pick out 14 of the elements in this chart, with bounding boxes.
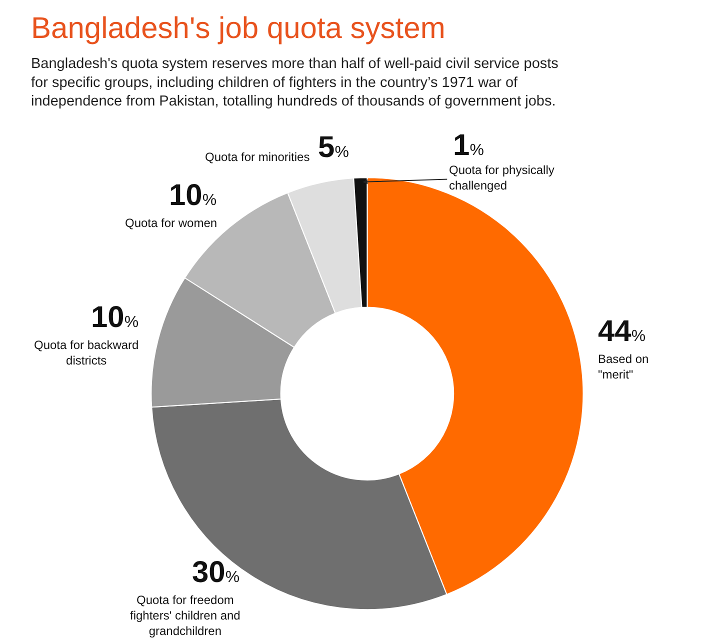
slice-label: Quota for backward districts: [34, 338, 139, 368]
data-label: 1%: [453, 129, 484, 162]
data-label: 44%: [598, 315, 646, 348]
slice-label: Quota for freedom fighters' children and grandchildren: [130, 593, 240, 638]
data-label: 10%: [169, 179, 217, 212]
slice-label: Quota for women: [125, 216, 218, 230]
slice-label: Quota for minorities: [205, 150, 310, 164]
chart-title: Bangladesh's job quota system: [31, 12, 446, 45]
data-label: 5%: [318, 131, 349, 164]
slice-label: Quota for physically challenged: [449, 163, 554, 193]
slice-label: Based on "merit": [598, 352, 649, 382]
chart-subtitle: Bangladesh's quota system reserves more than half of well-paid civil service posts for specific groups, including children of fighters in the country’s 1971 war of independence from Pakistan, totalling hundreds of thousands of government jobs.: [31, 56, 558, 110]
data-label: 10%: [91, 301, 139, 334]
data-label: 30%: [192, 556, 240, 589]
